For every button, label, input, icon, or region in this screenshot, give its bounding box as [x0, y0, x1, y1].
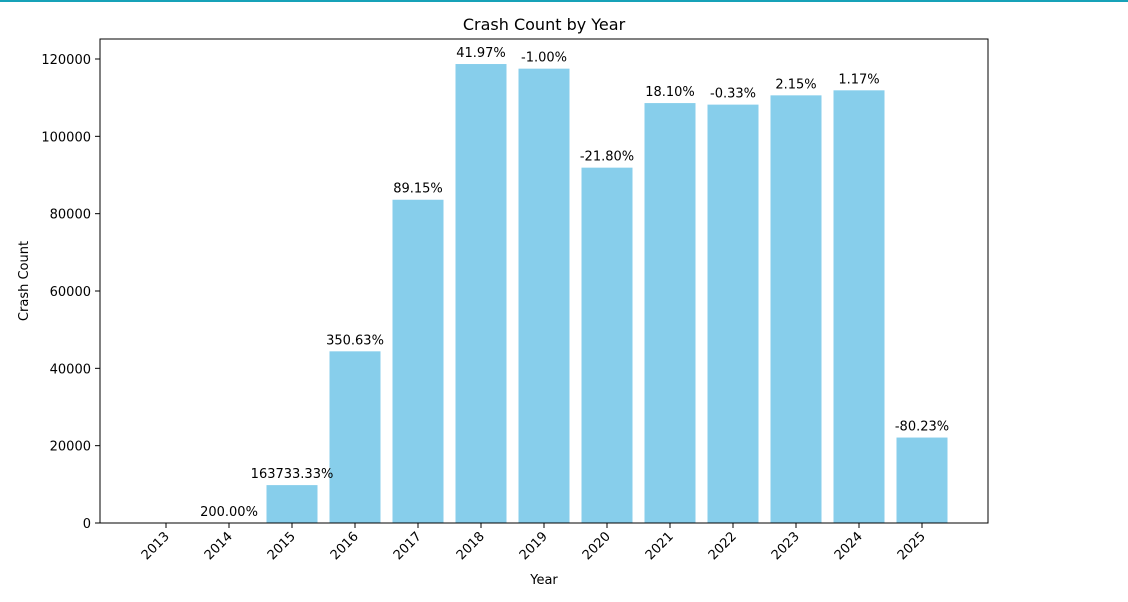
x-tick-label-2014: 2014	[202, 529, 236, 563]
data-label-2016: 350.63%	[326, 333, 384, 348]
bar-2017	[392, 199, 444, 523]
y-tick-label-100000: 100000	[41, 130, 91, 145]
bar-2016	[329, 351, 381, 523]
x-tick-label-2016: 2016	[328, 529, 362, 563]
x-tick-label-2022: 2022	[706, 529, 740, 563]
x-tick-label-2023: 2023	[769, 529, 803, 563]
data-label-2017: 89.15%	[393, 182, 443, 197]
bar-2015	[266, 485, 318, 523]
y-tick-label-80000: 80000	[50, 208, 91, 223]
top-rule	[0, 0, 1128, 2]
bar-2025	[896, 437, 948, 523]
x-tick-label-2020: 2020	[580, 529, 614, 563]
data-labels: 200.00% 163733.33% 350.63% 89.15% 41.97% -1.0…	[200, 46, 949, 520]
data-label-2014: 200.00%	[200, 505, 258, 520]
y-axis-label: Crash Count	[17, 241, 32, 321]
plot-frame	[99, 38, 989, 524]
bar-2021	[644, 103, 696, 523]
data-label-2025: -80.23%	[895, 420, 949, 435]
data-label-2015: 163733.33%	[251, 467, 334, 482]
y-tick-label-60000: 60000	[50, 285, 91, 300]
data-label-2022: -0.33%	[710, 87, 756, 102]
y-tick-label-120000: 120000	[41, 53, 91, 68]
x-tick-label-2021: 2021	[643, 529, 677, 563]
y-tick-label-20000: 20000	[50, 440, 91, 455]
chart-title: Crash Count by Year	[463, 15, 626, 34]
x-axis: 2013 2014 2015 2016 2017 2018 2019 2020 2021 2022…	[139, 523, 929, 563]
data-label-2021: 18.10%	[645, 85, 695, 100]
bar-2018	[455, 64, 507, 523]
data-label-2020: -21.80%	[580, 150, 634, 165]
data-label-2024: 1.17%	[838, 72, 879, 87]
bar-2023	[770, 95, 822, 523]
x-tick-label-2024: 2024	[832, 529, 866, 563]
bars	[140, 64, 948, 524]
x-tick-label-2025: 2025	[895, 529, 929, 563]
bar-2019	[518, 68, 570, 524]
x-tick-label-2015: 2015	[265, 529, 299, 563]
x-tick-label-2019: 2019	[517, 529, 551, 563]
y-axis: 0 20000 40000 60000 80000 100000 120000	[41, 53, 100, 532]
data-label-2019: -1.00%	[521, 51, 567, 66]
x-tick-label-2013: 2013	[139, 529, 173, 563]
bar-2022	[707, 104, 759, 524]
x-axis-label: Year	[529, 573, 558, 588]
y-tick-label-40000: 40000	[50, 362, 91, 377]
bar-2024	[833, 90, 885, 523]
x-tick-label-2018: 2018	[454, 529, 488, 563]
x-tick-label-2017: 2017	[391, 529, 425, 563]
bar-2020	[581, 167, 633, 524]
data-label-2023: 2.15%	[775, 77, 816, 92]
y-tick-label-0: 0	[83, 517, 91, 532]
data-label-2018: 41.97%	[456, 46, 506, 61]
